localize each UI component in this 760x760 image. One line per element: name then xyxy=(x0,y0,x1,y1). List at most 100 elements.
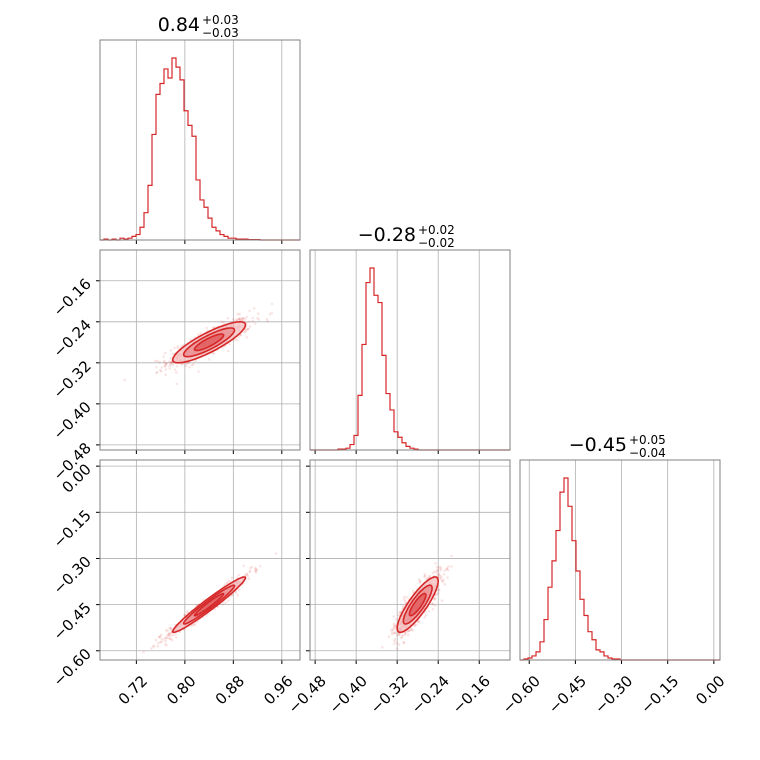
scatter-point xyxy=(392,631,396,635)
scatter-point xyxy=(243,330,246,334)
scatter-point xyxy=(175,382,178,386)
scatter-point xyxy=(245,573,249,576)
x-tick-labels-param-0: 0.72 0.80 0.88 0.96 xyxy=(115,672,297,708)
scatter-point xyxy=(390,630,394,633)
scatter-point xyxy=(274,552,278,555)
scatter-point xyxy=(254,569,257,572)
scatter-point xyxy=(186,611,189,615)
scatter-point xyxy=(424,613,428,617)
scatter-point xyxy=(167,636,170,640)
scatter-point xyxy=(212,326,216,329)
scatter-point xyxy=(427,609,431,613)
scatter-point xyxy=(259,565,262,568)
scatter-point xyxy=(176,345,179,348)
title-param-2-plus: +0.05 xyxy=(629,433,666,447)
title-param-0-minus: −0.03 xyxy=(202,26,239,40)
scatter-point xyxy=(400,636,403,640)
scatter-point xyxy=(169,361,173,364)
scatter-point xyxy=(167,632,171,636)
scatter-point xyxy=(395,617,398,621)
scatter-point xyxy=(412,589,415,593)
scatter-point xyxy=(162,638,166,641)
scatter-point xyxy=(416,620,420,623)
scatter-point xyxy=(164,363,168,366)
scatter-point xyxy=(155,366,158,369)
scatter-point xyxy=(244,330,247,333)
scatter-point xyxy=(236,593,239,597)
scatter-point xyxy=(437,588,441,592)
y-tick-label: −0.60 xyxy=(50,645,95,690)
scatter-point xyxy=(423,575,426,578)
scatter-point xyxy=(241,316,245,320)
scatter-point xyxy=(158,360,161,364)
scatter-point xyxy=(251,319,255,323)
scatter-point xyxy=(418,620,421,624)
density-contour-3 xyxy=(193,592,225,617)
scatter-point xyxy=(123,378,126,382)
title-param-1-plus: +0.02 xyxy=(418,223,455,237)
scatter-point xyxy=(402,598,406,601)
scatter-point xyxy=(164,373,167,377)
scatter-point xyxy=(164,368,168,371)
scatter-point xyxy=(417,578,421,581)
x-tick-label: −0.24 xyxy=(408,672,453,717)
scatter-point xyxy=(433,570,436,573)
density-contour-3 xyxy=(408,592,427,617)
panel-frame xyxy=(309,249,511,451)
scatter-point xyxy=(254,570,257,573)
scatter-point xyxy=(150,647,153,650)
panel-frame xyxy=(519,459,721,661)
scatter-point xyxy=(167,360,171,363)
scatter-point xyxy=(235,338,239,342)
scatter-point xyxy=(394,631,398,634)
scatter-point xyxy=(440,579,444,583)
scatter-point xyxy=(415,623,418,626)
histogram-step-line xyxy=(310,267,510,451)
scatter-point xyxy=(381,645,384,649)
scatter-point xyxy=(246,574,250,578)
y-tick-label: −0.30 xyxy=(50,553,95,598)
scatter-panel-param-0-vs-1 xyxy=(96,249,301,454)
scatter-point xyxy=(393,631,397,635)
scatter-point xyxy=(445,567,449,571)
y-tick-label: −0.45 xyxy=(50,599,95,644)
scatter-point xyxy=(188,366,191,369)
scatter-point xyxy=(159,641,162,644)
scatter-point xyxy=(237,335,240,339)
scatter-point xyxy=(245,315,248,319)
scatter-point xyxy=(401,604,405,608)
scatter-point xyxy=(236,312,239,316)
scatter-point xyxy=(169,363,172,367)
scatter-point xyxy=(423,615,427,619)
panel-frame xyxy=(99,459,301,661)
scatter-point xyxy=(164,362,168,366)
scatter-point xyxy=(248,320,251,324)
scatter-point xyxy=(156,641,160,645)
scatter-point xyxy=(253,322,257,325)
scatter-point xyxy=(171,363,175,366)
scatter-point xyxy=(424,610,427,614)
scatter-point xyxy=(252,307,256,310)
scatter-point xyxy=(239,333,243,337)
scatter-point xyxy=(402,641,406,644)
scatter-point xyxy=(439,569,442,572)
panel-frame xyxy=(99,249,301,451)
scatter-point xyxy=(398,610,402,614)
scatter-panel-param-1-vs-2 xyxy=(306,459,511,664)
scatter-point xyxy=(394,625,398,628)
title-param-1-median: −0.28 xyxy=(358,224,416,246)
scatter-point xyxy=(168,628,172,631)
scatter-point xyxy=(213,608,217,611)
scatter-point xyxy=(227,599,230,602)
scatter-point xyxy=(193,623,196,627)
scatter-point xyxy=(158,368,162,372)
scatter-point xyxy=(165,644,168,647)
scatter-point xyxy=(423,574,427,578)
scatter-point xyxy=(239,318,242,322)
scatter-point xyxy=(270,311,274,315)
scatter-point xyxy=(404,631,408,634)
scatter-point xyxy=(242,564,245,568)
scatter-point xyxy=(151,645,155,648)
scatter-point xyxy=(446,568,450,572)
